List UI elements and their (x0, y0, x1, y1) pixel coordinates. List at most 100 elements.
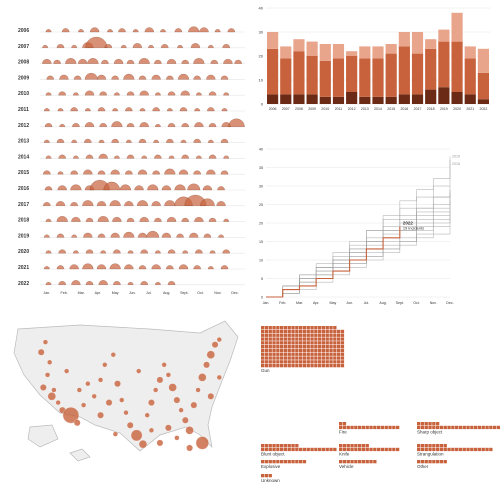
waffle-cell (329, 345, 333, 349)
waffle-cell (432, 444, 436, 448)
waffle-cell (306, 341, 310, 345)
event-dome (166, 59, 177, 64)
event-dome (155, 124, 161, 127)
waffle-cell (474, 425, 478, 430)
event-dome (208, 266, 214, 270)
year-label: 2014 (18, 154, 29, 160)
event-dome (45, 92, 52, 96)
event-dome (195, 249, 203, 254)
waffle-cell (272, 460, 276, 464)
event-dome (113, 59, 124, 64)
waffle-cell (358, 447, 362, 452)
x-tick-label: 2013 (361, 107, 369, 111)
hawaii-outline (69, 448, 91, 462)
waffle-cell (318, 364, 322, 368)
event-dome (167, 281, 176, 285)
waffle-cell (337, 329, 341, 334)
y-tick-label: 40 (259, 148, 263, 152)
event-dome (84, 90, 95, 96)
waffle-cell (287, 460, 291, 464)
waffle-cell (337, 333, 341, 337)
waffle-cell (306, 329, 310, 334)
waffle-cell (340, 333, 345, 337)
year-label: 2016 (18, 186, 29, 192)
incident-dot (91, 393, 97, 399)
event-dome (44, 139, 50, 143)
event-dome (56, 44, 65, 48)
event-dome (57, 171, 64, 175)
y-tick-label: 10 (259, 78, 264, 83)
event-dome (82, 263, 94, 270)
waffle-cell (287, 341, 291, 345)
waffle-cell (318, 348, 322, 353)
event-dome (193, 265, 201, 270)
y-tick-label: 35 (259, 166, 263, 170)
event-dome (126, 217, 135, 222)
waffle-cell (420, 444, 425, 448)
year-label: 2017 (18, 202, 29, 208)
waffle-cell (314, 333, 318, 337)
waffle-cell (306, 333, 310, 337)
y-tick-label: 15 (259, 240, 263, 244)
event-dome (57, 185, 67, 191)
month-tick: Nov. (214, 291, 221, 295)
waffle-cell (310, 337, 314, 341)
event-dome (55, 201, 66, 206)
waffle-cell (295, 341, 299, 345)
waffle-cell (310, 345, 314, 349)
event-dome (44, 108, 50, 112)
waffle-cell (272, 360, 276, 364)
waffle-cell (321, 364, 326, 368)
waffle-cell (299, 333, 303, 337)
waffle-cell (264, 333, 269, 337)
event-dome (99, 91, 107, 96)
waffle-cell (287, 360, 291, 364)
waffle-cell (325, 345, 329, 349)
event-dome (161, 44, 169, 48)
event-dome (44, 123, 53, 127)
waffle-cell (291, 447, 295, 452)
waffle-cell (377, 425, 381, 430)
incident-dot (153, 387, 159, 393)
bar-segment (346, 51, 358, 56)
event-dome (109, 263, 121, 270)
waffle-cell (340, 356, 345, 360)
waffle-cell (396, 447, 400, 452)
event-dome (104, 44, 113, 48)
waffle-cell (264, 329, 269, 334)
event-dome (126, 154, 135, 159)
event-dome (111, 75, 119, 80)
bar-segment (425, 89, 437, 104)
waffle-cell (295, 345, 299, 349)
y-tick-label: 40 (259, 6, 264, 11)
waffle-cell (280, 333, 284, 337)
event-dome (208, 154, 217, 159)
waffle-cell (261, 444, 265, 448)
waffle-cell (333, 356, 337, 360)
waffle-cell (318, 333, 322, 337)
waffle-cell (264, 444, 269, 448)
waffle-cell (417, 425, 421, 430)
incident-dot (62, 407, 80, 424)
incident-dot (144, 412, 150, 418)
waffle-cell (342, 422, 347, 426)
waffle-cell (310, 348, 314, 353)
event-dome (155, 282, 161, 285)
year-label: 2021 (18, 265, 29, 271)
incident-dot (110, 352, 116, 358)
waffle-cell (388, 447, 392, 452)
waffle-cell (417, 422, 421, 426)
incident-dot (138, 440, 148, 449)
bar-segment (359, 46, 371, 59)
incident-dot (130, 429, 143, 442)
event-dome (56, 138, 65, 143)
year-label: 2013 (18, 139, 29, 145)
waffle-cell (447, 425, 451, 430)
month-tick: Sept. (396, 301, 404, 305)
waffle-cell (417, 444, 421, 448)
waffle-cell (295, 447, 299, 452)
bar-segment (451, 12, 463, 42)
waffle-cell (325, 352, 329, 356)
waffle-cell (432, 422, 436, 426)
waffle-cell (295, 444, 299, 448)
